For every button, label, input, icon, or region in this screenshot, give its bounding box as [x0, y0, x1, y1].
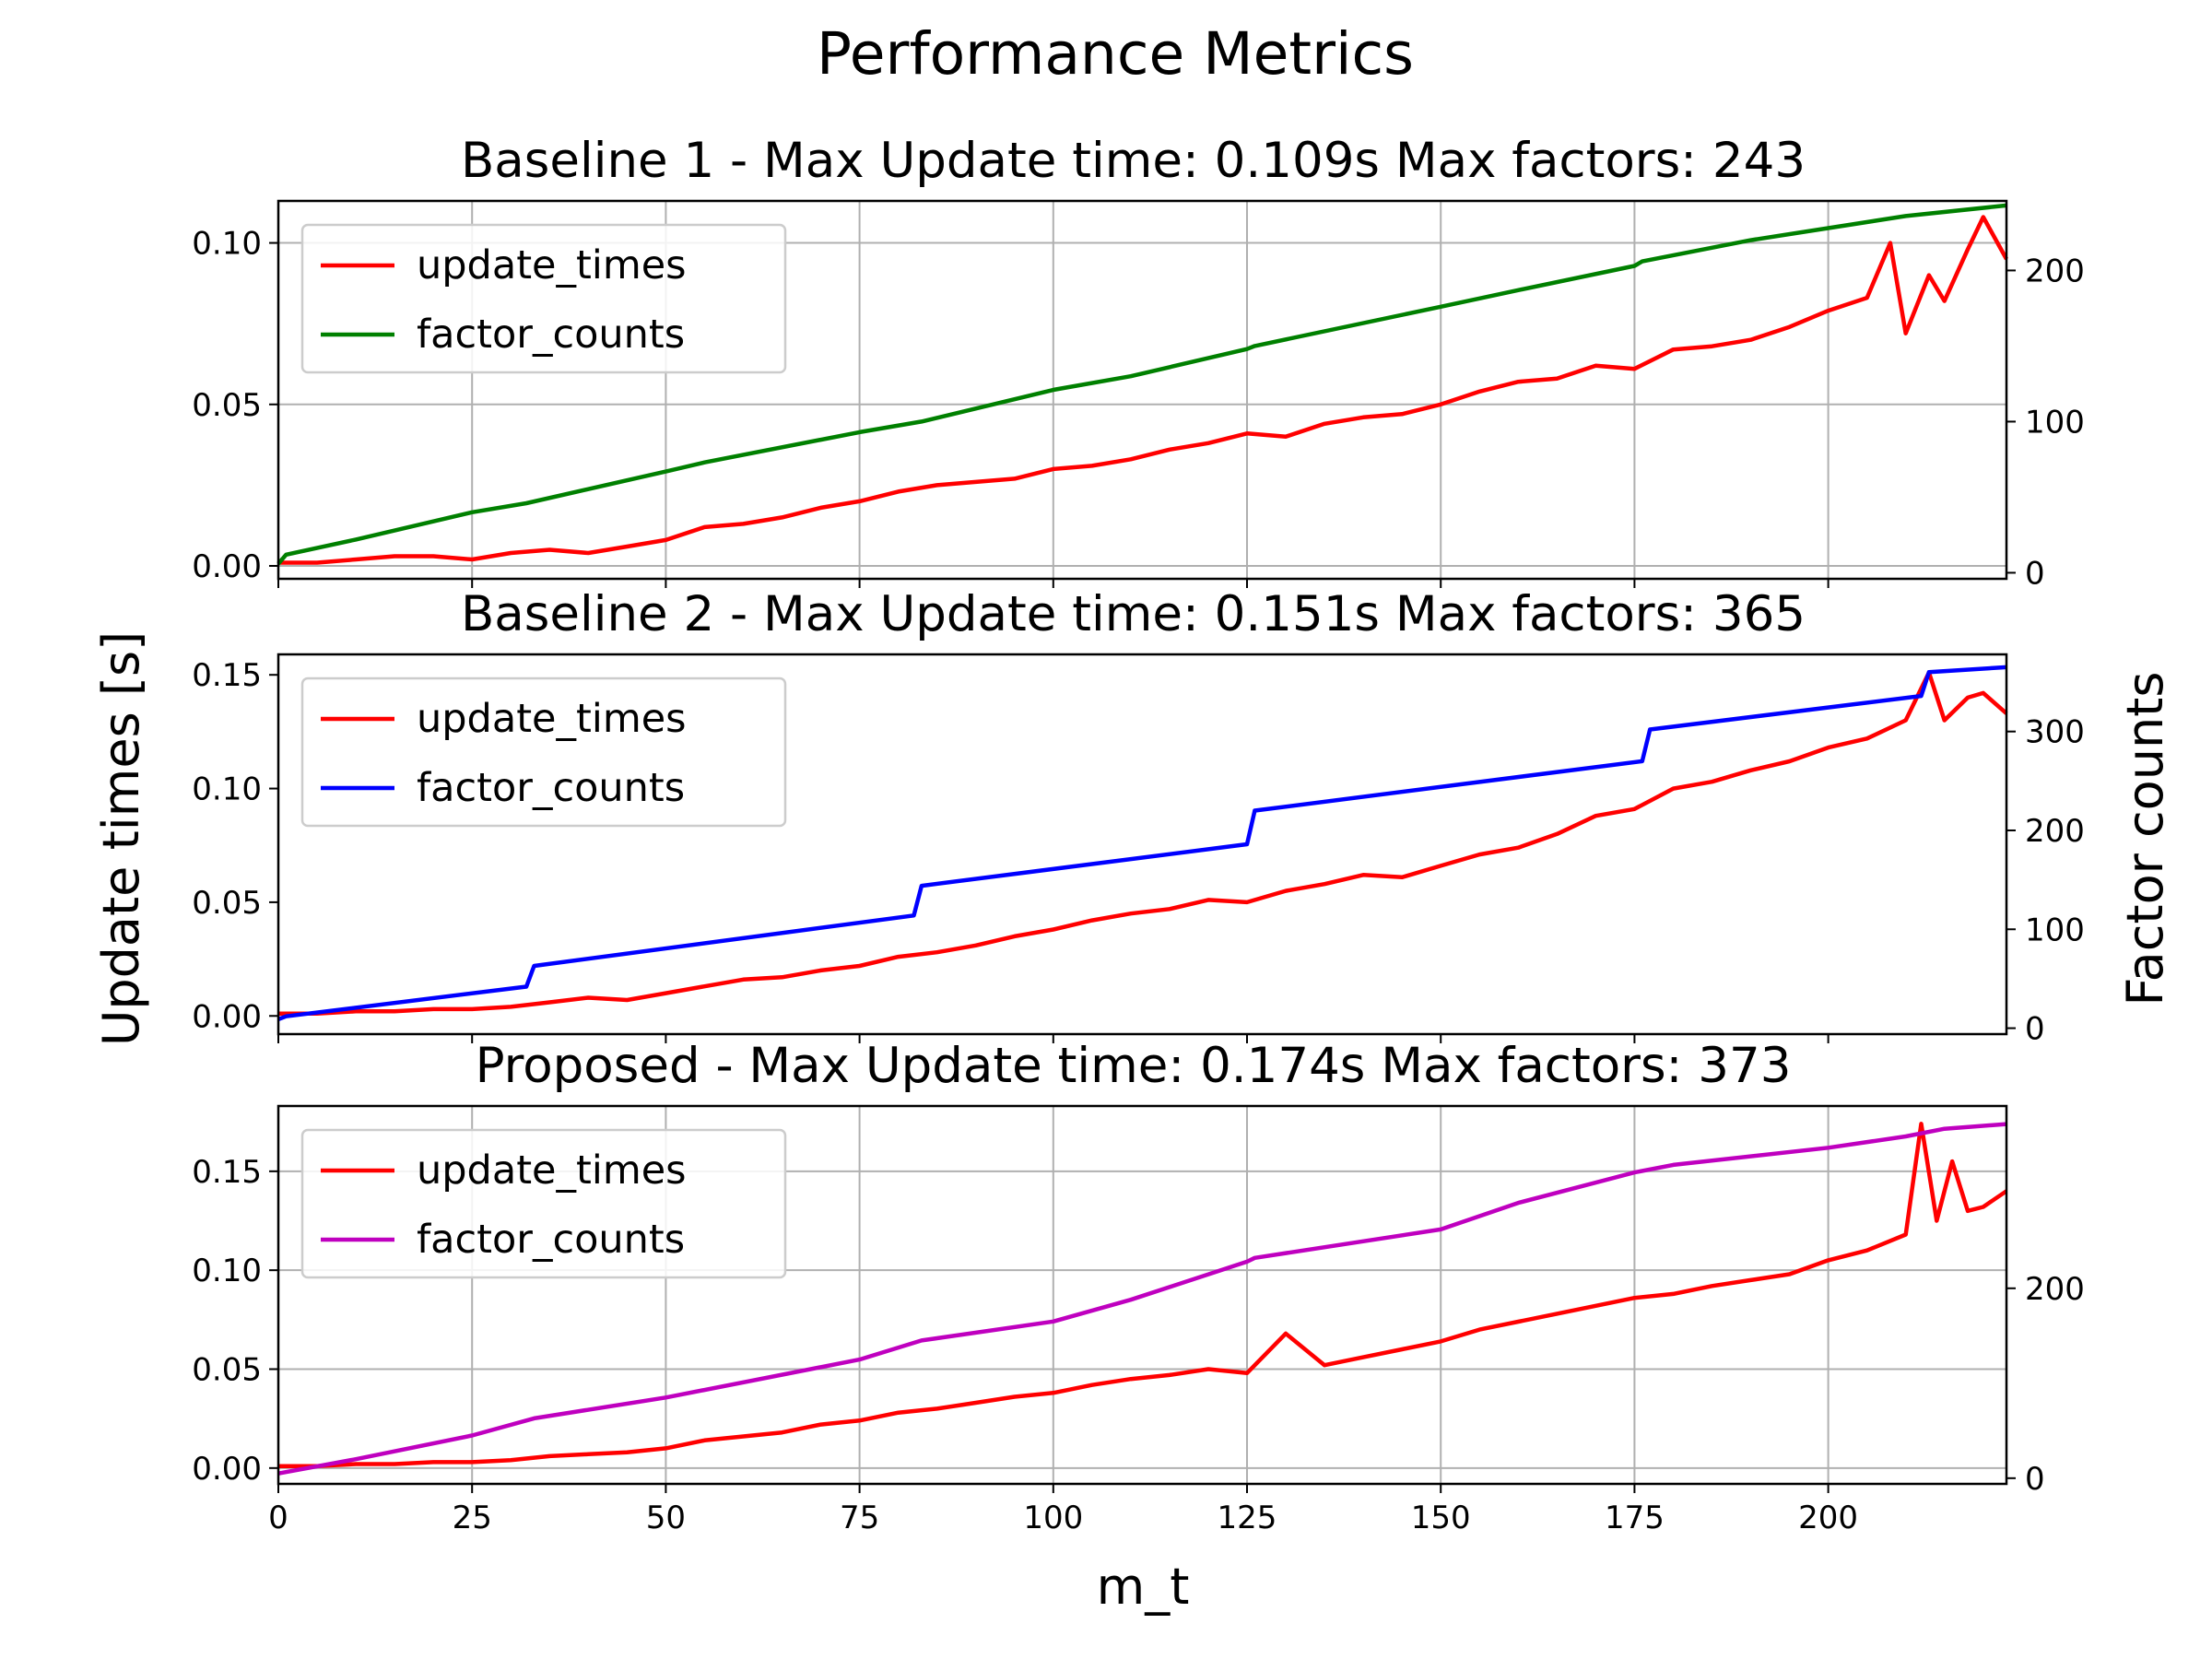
y-tick-label: 0.00 [192, 998, 262, 1035]
subplot-title: Proposed - Max Update time: 0.174s Max f… [476, 1038, 1792, 1094]
y2-tick-label: 0 [2025, 1461, 2045, 1498]
y-tick-label: 0.00 [192, 548, 262, 585]
y-tick-label: 0.15 [192, 1154, 262, 1191]
axes-frame [276, 1104, 2008, 1486]
x-tick-label: 125 [1218, 1500, 1277, 1536]
series-line-factor_counts [276, 203, 2007, 566]
subplots: 0.00 0.05 0.10 0 100 200 Baseline 1 - Max Upda… [192, 133, 2085, 1536]
axes-frame [276, 653, 2008, 1036]
x-tick-label: 0 [268, 1500, 288, 1536]
legend: update_times factor_counts [300, 223, 787, 374]
subplot-title: Baseline 1 - Max Update time: 0.109s Max… [461, 133, 1806, 189]
figure-title: Performance Metrics [817, 20, 1414, 88]
series-line-update_times [278, 215, 2008, 565]
x-tick-label: 200 [1798, 1500, 1858, 1536]
legend-label-update_times: update_times [417, 1147, 687, 1194]
y-tick-label: 0.10 [192, 1253, 262, 1289]
x-tick-label: 25 [453, 1500, 492, 1536]
y2-tick-label: 0 [2025, 555, 2045, 592]
y-axis-label-left: Update times [s] [92, 631, 150, 1046]
subplot-3: 0 25 50 75 100 125 150 175 200 0.00 0.05 0.10 0.15 0 2… [192, 1038, 2085, 1536]
y2-tick-label: 300 [2025, 714, 2085, 751]
subplot-title: Baseline 2 - Max Update time: 0.151s Max… [461, 586, 1806, 642]
y-tick-label: 0.15 [192, 657, 262, 694]
y2-tick-label: 100 [2025, 404, 2085, 441]
legend-label-factor_counts: factor_counts [417, 1217, 685, 1263]
y-tick-label: 0.00 [192, 1451, 262, 1488]
legend: update_times factor_counts [300, 1128, 787, 1279]
y2-tick-label: 200 [2025, 1271, 2085, 1308]
legend-label-update_times: update_times [417, 242, 687, 288]
x-tick-label: 75 [840, 1500, 879, 1536]
y2-tick-label: 200 [2025, 253, 2085, 289]
legend-label-update_times: update_times [417, 696, 687, 742]
y-tick-label: 0.10 [192, 771, 262, 808]
y2-tick-label: 100 [2025, 912, 2085, 948]
axes-frame [276, 199, 2008, 581]
legend-label-factor_counts: factor_counts [417, 765, 685, 811]
subplot-1: 0.00 0.05 0.10 0 100 200 Baseline 1 - Max Upda… [192, 133, 2085, 592]
series-line-update_times [278, 1122, 2008, 1468]
legend-box [300, 1128, 787, 1279]
x-tick-label: 150 [1411, 1500, 1471, 1536]
legend-label-factor_counts: factor_counts [417, 312, 685, 358]
x-axis-label: m_t [1097, 1558, 1190, 1616]
x-tick-label: 50 [646, 1500, 686, 1536]
y-tick-label: 0.10 [192, 226, 262, 263]
y-tick-label: 0.05 [192, 387, 262, 424]
x-tick-label: 175 [1605, 1500, 1665, 1536]
legend-box [300, 223, 787, 374]
series-line-factor_counts [277, 1122, 2007, 1476]
y-tick-label: 0.05 [192, 1351, 262, 1388]
legend: update_times factor_counts [300, 677, 787, 828]
x-tick-label: 100 [1023, 1500, 1083, 1536]
y2-tick-label: 200 [2025, 813, 2085, 850]
legend-box [300, 677, 787, 828]
y-axis-label-right: Factor counts [2116, 672, 2174, 1006]
y-tick-label: 0.05 [192, 885, 262, 922]
y2-tick-label: 0 [2025, 1011, 2045, 1048]
series-line-update_times [278, 670, 2008, 1017]
subplot-2: 0.00 0.05 0.10 0.15 0 100 200 300 Baseline 2 - M… [192, 586, 2085, 1048]
series-line-factor_counts [277, 665, 2007, 1022]
